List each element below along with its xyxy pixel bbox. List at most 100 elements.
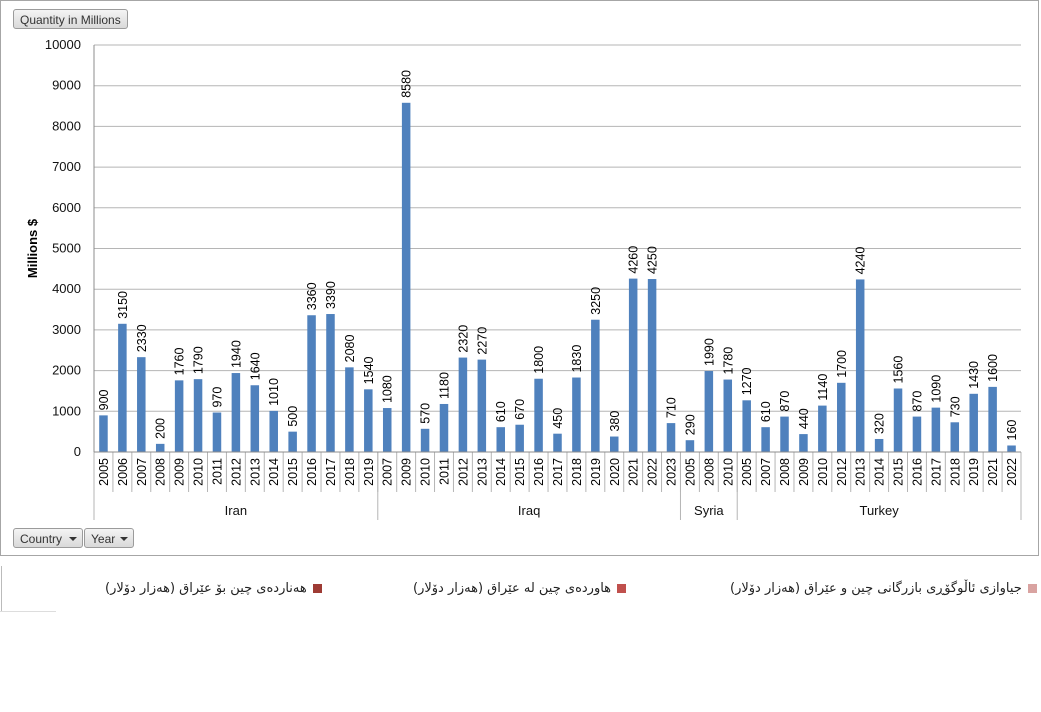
chevron-down-icon[interactable]: [120, 537, 128, 541]
data-label: 2330: [135, 324, 149, 352]
data-label: 290: [683, 414, 697, 435]
bar: [118, 323, 127, 452]
x-tick-label: 2008: [702, 458, 716, 486]
bar: [231, 373, 241, 452]
data-label: 1080: [381, 375, 395, 403]
data-label: 1010: [267, 378, 281, 406]
year-filter-label: Year: [91, 532, 116, 546]
data-label: 8580: [400, 70, 414, 98]
data-label: 380: [608, 411, 622, 432]
data-label: 1780: [721, 347, 735, 375]
legend-divider: [1, 566, 2, 612]
y-tick-label: 10000: [45, 37, 81, 52]
bar: [609, 436, 619, 452]
x-tick-label: 2011: [437, 458, 451, 485]
x-tick-label: 2009: [173, 458, 187, 486]
bar: [1007, 445, 1016, 452]
data-label: 1270: [740, 367, 754, 395]
legend-divider: [0, 611, 56, 612]
x-tick-label: 2018: [343, 458, 357, 486]
bar: [837, 382, 846, 452]
bar: [212, 412, 222, 452]
legend-item: جیاوازی ئاڵوگۆڕی بازرگانی چین و عێراق (ه…: [730, 581, 1037, 596]
data-label: 1600: [986, 354, 1000, 382]
x-tick-label: 2023: [665, 458, 679, 486]
bar: [704, 371, 714, 452]
legend-swatch: [617, 584, 627, 593]
bar: [269, 410, 278, 452]
legend-label: هاوردەی چین لە عێراق (هەزار دۆلار): [413, 581, 612, 596]
data-label: 610: [494, 401, 508, 422]
data-label: 610: [759, 401, 773, 422]
bar: [912, 416, 922, 452]
x-tick-label: 2018: [948, 458, 962, 486]
x-tick-label: 2022: [646, 458, 660, 486]
group-label: Syria: [694, 503, 724, 518]
data-label: 970: [210, 387, 224, 408]
legend: جیاوازی ئاڵوگۆڕی بازرگانی چین و عێراق (ه…: [0, 566, 1041, 612]
data-label: 1140: [816, 374, 830, 401]
x-tick-label: 2012: [456, 458, 470, 486]
legend-label: هەناردەی چین بۆ عێراق (هەزار دۆلار): [105, 581, 307, 596]
data-label: 2320: [456, 325, 470, 353]
data-label: 1760: [173, 348, 187, 376]
bar: [496, 427, 506, 452]
data-label: 1090: [929, 375, 943, 403]
bar: [382, 408, 392, 452]
x-tick-label: 2015: [286, 458, 300, 486]
x-tick-label: 2009: [797, 458, 811, 486]
data-label: 1830: [570, 345, 584, 373]
x-tick-label: 2021: [986, 458, 1000, 486]
x-tick-label: 2018: [570, 458, 584, 486]
y-tick-label: 4000: [52, 281, 81, 296]
data-label: 1540: [362, 356, 376, 384]
bar: [420, 428, 430, 452]
country-filter-label: Country: [20, 532, 63, 546]
bar: [723, 379, 733, 452]
group-label: Iraq: [518, 503, 540, 518]
chevron-down-icon[interactable]: [69, 537, 77, 541]
x-tick-label: 2010: [192, 458, 206, 486]
bar: [647, 279, 657, 452]
bar: [137, 357, 146, 452]
x-tick-label: 2010: [816, 458, 830, 486]
data-label: 870: [910, 391, 924, 412]
y-axis-title: Millions $: [25, 218, 40, 278]
x-tick-label: 2007: [759, 458, 773, 486]
bar: [458, 357, 468, 452]
x-tick-label: 2017: [929, 458, 943, 486]
x-tick-label: 2007: [381, 458, 395, 486]
bar: [155, 443, 165, 452]
data-label: 4240: [854, 247, 868, 275]
data-label: 440: [797, 408, 811, 429]
value-field-button[interactable]: Quantity in Millions: [13, 9, 128, 29]
y-tick-label: 1000: [52, 403, 81, 418]
year-filter-button[interactable]: Year: [84, 528, 134, 548]
bar: [99, 415, 108, 452]
country-filter-button[interactable]: Country: [13, 528, 83, 548]
bar: [288, 431, 297, 452]
legend-item: هاوردەی چین لە عێراق (هەزار دۆلار): [413, 581, 627, 596]
data-label: 1700: [835, 350, 849, 378]
bar: [969, 393, 978, 452]
bar: [591, 319, 600, 452]
bar: [439, 403, 449, 452]
x-tick-label: 2015: [513, 458, 527, 486]
data-label: 1800: [532, 346, 546, 374]
group-label: Turkey: [859, 503, 899, 518]
data-label: 320: [873, 413, 887, 434]
x-tick-label: 2016: [305, 458, 319, 486]
bar: [553, 433, 562, 452]
data-label: 3150: [116, 291, 130, 319]
x-tick-label: 2013: [475, 458, 489, 486]
data-label: 4260: [627, 246, 641, 274]
x-tick-label: 2015: [892, 458, 906, 486]
data-label: 1430: [967, 361, 981, 389]
x-tick-label: 2005: [683, 458, 697, 486]
bar: [307, 315, 316, 452]
bar: [326, 314, 335, 452]
bar: [477, 359, 487, 452]
x-tick-label: 2021: [627, 458, 641, 486]
x-tick-label: 2010: [721, 458, 735, 486]
bar-chart: 0 1000 2000 3000 4000 5000 6000 7000 8000 9000 100…: [25, 37, 1022, 520]
